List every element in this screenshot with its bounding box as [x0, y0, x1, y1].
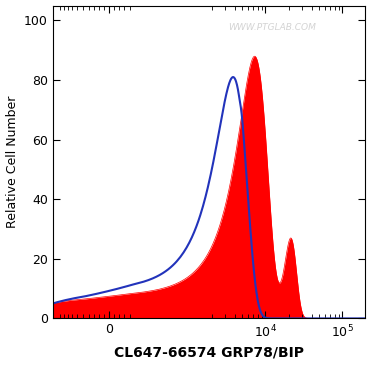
Y-axis label: Relative Cell Number: Relative Cell Number: [6, 96, 19, 228]
Text: WWW.PTGLAB.COM: WWW.PTGLAB.COM: [228, 23, 316, 32]
X-axis label: CL647-66574 GRP78/BIP: CL647-66574 GRP78/BIP: [114, 345, 304, 360]
